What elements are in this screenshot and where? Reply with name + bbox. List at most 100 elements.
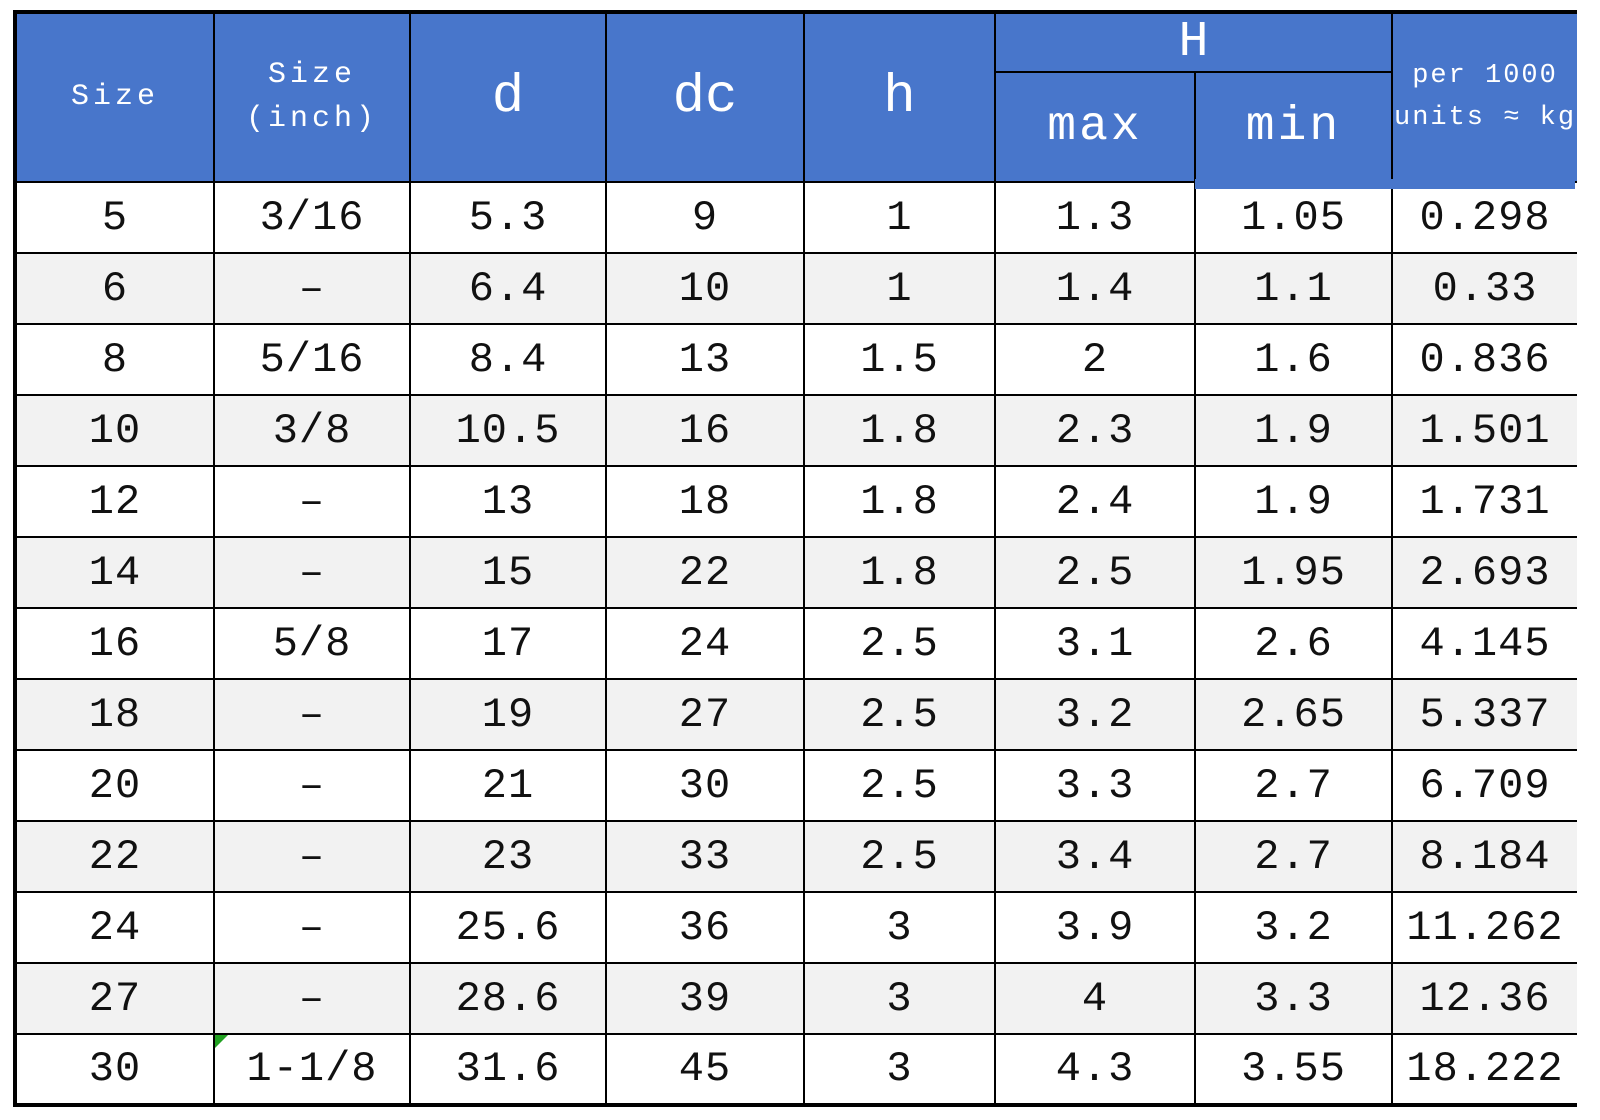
header-weight: per 1000 units ≈ kg — [1391, 11, 1578, 183]
table-cell: 14 — [14, 536, 215, 609]
table-row: 30 1-1/8 31.6 45 3 4.3 3.55 18.222 — [14, 1033, 1578, 1106]
table-cell: 2.693 — [1391, 536, 1578, 609]
header-row-top: Size Size (inch) d dc h H per 1000 units… — [14, 11, 1578, 183]
table-cell: 8 — [14, 323, 215, 396]
table-cell: – — [213, 749, 411, 822]
table-cell: 1.8 — [803, 465, 996, 538]
table-cell: 3.55 — [1193, 1033, 1394, 1106]
table-cell: 33 — [605, 820, 805, 893]
table-cell: 9 — [605, 181, 805, 254]
table-cell: 3.4 — [994, 820, 1196, 893]
table-cell: – — [213, 536, 411, 609]
table-cell: 3.1 — [994, 607, 1196, 680]
table-cell: 4 — [994, 962, 1196, 1035]
table-body: 5 3/16 5.3 9 1 1.3 1.05 0.298 6–6.4 10 1 1.4 1.1 0.33… — [14, 181, 1578, 1106]
header-h: h — [803, 11, 996, 183]
header-size-inch-line1: Size — [267, 58, 356, 92]
header-d: d — [409, 11, 607, 183]
table-row: 6–6.4 10 1 1.4 1.1 0.33 — [14, 252, 1578, 325]
table-cell: 17 — [409, 607, 607, 680]
table-cell: 6 — [14, 252, 215, 325]
table-cell: 3 — [803, 891, 996, 964]
table-cell: 12 — [14, 465, 215, 538]
table-cell: 2.65 — [1193, 678, 1394, 751]
table-cell: 5.337 — [1391, 678, 1578, 751]
header-size: Size — [14, 11, 215, 183]
table-cell: – — [213, 465, 411, 538]
table-header: Size Size (inch) d dc h H per 1000 units… — [14, 11, 1578, 183]
table-cell: 31.6 — [409, 1033, 607, 1106]
table-cell: 2.7 — [1193, 820, 1394, 893]
table-cell: 23 — [409, 820, 607, 893]
table-cell: – — [213, 678, 411, 751]
header-size-inch-line2: (inch) — [245, 101, 379, 136]
table-cell: 25.6 — [409, 891, 607, 964]
table-cell: 3.2 — [994, 678, 1196, 751]
header-size-inch: Size (inch) — [213, 11, 411, 183]
table-cell: 1.731 — [1391, 465, 1578, 538]
header-weight-line2: units ≈ kg — [1394, 102, 1577, 133]
header-H-max: max — [994, 71, 1196, 183]
table-cell: 8.184 — [1391, 820, 1578, 893]
table-cell: 19 — [409, 678, 607, 751]
table-cell: 22 — [14, 820, 215, 893]
table-cell: 5/16 — [213, 323, 411, 396]
table-cell: 28.6 — [409, 962, 607, 1035]
table-cell: 5.3 — [409, 181, 607, 254]
table-cell: 1 — [803, 252, 996, 325]
table-cell: 0.33 — [1391, 252, 1578, 325]
table-cell: 1.9 — [1193, 394, 1394, 467]
table-cell: 6.4 — [409, 252, 607, 325]
table-cell: 8.4 — [409, 323, 607, 396]
table-cell: 2.5 — [994, 536, 1196, 609]
table-cell: 4.3 — [994, 1033, 1196, 1106]
table-row: 8 5/16 8.4 13 1.5 2 1.6 0.836 — [14, 323, 1578, 396]
table-cell: 2.6 — [1193, 607, 1394, 680]
table-cell: – — [213, 252, 411, 325]
table-cell: 12.36 — [1391, 962, 1578, 1035]
table-cell: 5/8 — [213, 607, 411, 680]
table-cell: 0.298 — [1391, 181, 1578, 254]
table-cell: 30 — [14, 1033, 215, 1106]
spec-table-container: Size Size (inch) d dc h H per 1000 units… — [13, 10, 1578, 1107]
table-cell: 2.5 — [803, 607, 996, 680]
header-weight-line1: per 1000 — [1412, 60, 1558, 91]
table-row: 20–21 30 2.5 3.3 2.7 6.709 — [14, 749, 1578, 822]
table-cell: 10 — [14, 394, 215, 467]
table-cell: 36 — [605, 891, 805, 964]
table-cell: 13 — [409, 465, 607, 538]
table-row: 5 3/16 5.3 9 1 1.3 1.05 0.298 — [14, 181, 1578, 254]
table-cell: 3.9 — [994, 891, 1196, 964]
table-row: 14–15 22 1.8 2.5 1.95 2.693 — [14, 536, 1578, 609]
table-row: 12–13 18 1.8 2.4 1.9 1.731 — [14, 465, 1578, 538]
table-cell: 27 — [605, 678, 805, 751]
table-row: 10 3/8 10.5 16 1.8 2.3 1.9 1.501 — [14, 394, 1578, 467]
table-cell: 1.5 — [803, 323, 996, 396]
table-cell: 3 — [803, 1033, 996, 1106]
table-cell: 2.5 — [803, 749, 996, 822]
table-cell: 4.145 — [1391, 607, 1578, 680]
table-cell: 2.5 — [803, 820, 996, 893]
table-cell: – — [213, 820, 411, 893]
table-cell: 22 — [605, 536, 805, 609]
table-row: 18–19 27 2.5 3.2 2.65 5.337 — [14, 678, 1578, 751]
table-cell: 18 — [14, 678, 215, 751]
table-cell: 16 — [605, 394, 805, 467]
table-cell: 18 — [605, 465, 805, 538]
table-cell: 15 — [409, 536, 607, 609]
table-cell: 1.3 — [994, 181, 1196, 254]
table-cell: 1.6 — [1193, 323, 1394, 396]
table-cell: 30 — [605, 749, 805, 822]
table-cell: 21 — [409, 749, 607, 822]
header-H-group: H — [993, 11, 1394, 73]
table-cell: 1.4 — [994, 252, 1196, 325]
table-cell: 45 — [605, 1033, 805, 1106]
table-cell: 1.8 — [803, 394, 996, 467]
table-cell: 16 — [14, 607, 215, 680]
table-cell: 39 — [605, 962, 805, 1035]
table-cell: 6.709 — [1391, 749, 1578, 822]
table-cell: 1.1 — [1193, 252, 1394, 325]
table-cell: 27 — [14, 962, 215, 1035]
table-row: 27–28.6 39 3 4 3.3 12.36 — [14, 962, 1578, 1035]
table-cell: 20 — [14, 749, 215, 822]
